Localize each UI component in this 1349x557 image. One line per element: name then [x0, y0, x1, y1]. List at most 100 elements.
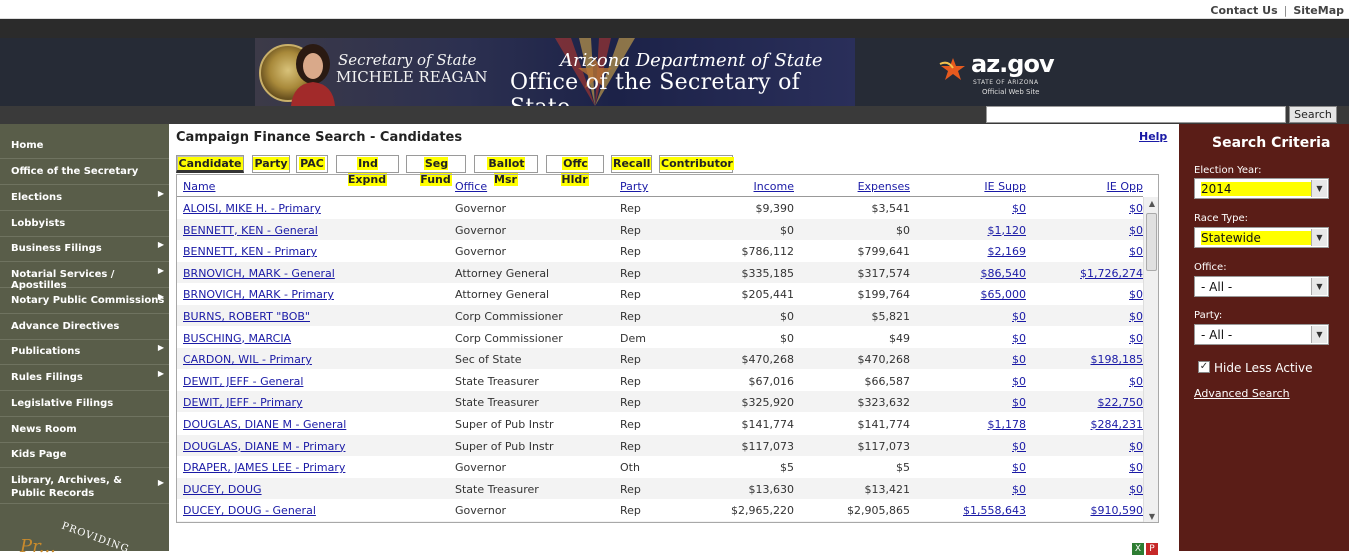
- candidate-name-link[interactable]: DUCEY, DOUG: [183, 482, 262, 496]
- candidate-name-link[interactable]: BURNS, ROBERT "BOB": [183, 310, 310, 323]
- office-select[interactable]: - All - ▼: [1194, 276, 1329, 297]
- nav-item-kids-page[interactable]: Kids Page: [0, 442, 169, 468]
- ie-opp-link[interactable]: $0: [1129, 310, 1143, 323]
- election-year-select[interactable]: 2014 ▼: [1194, 178, 1329, 199]
- race-type-select[interactable]: Statewide ▼: [1194, 227, 1329, 248]
- candidate-name-link[interactable]: ALOISI, MIKE H. - Primary: [183, 202, 321, 215]
- ie-supp-link[interactable]: $0: [1012, 396, 1026, 410]
- candidate-name-link[interactable]: DUCEY, DOUG - General: [183, 504, 316, 518]
- candidate-name-link[interactable]: DOUGLAS, DIANE M - General: [183, 418, 347, 431]
- ie-opp-link[interactable]: $22,750: [1097, 396, 1144, 410]
- nav-item-legislative-filings[interactable]: Legislative Filings: [0, 391, 169, 417]
- column-header-party[interactable]: Party: [620, 180, 649, 193]
- ie-supp-link[interactable]: $0: [1012, 461, 1026, 475]
- ie-opp-link[interactable]: $0: [1129, 374, 1143, 388]
- ie-supp-link[interactable]: $0: [1012, 202, 1026, 215]
- candidate-name-link[interactable]: BRNOVICH, MARK - General: [183, 266, 335, 280]
- ie-opp-link[interactable]: $0: [1129, 223, 1143, 237]
- tab-pac[interactable]: PAC: [296, 155, 328, 173]
- ie-supp-link[interactable]: $86,540: [980, 266, 1027, 280]
- nav-item-news-room[interactable]: News Room: [0, 417, 169, 443]
- column-header-ie-opp[interactable]: IE Opp: [1106, 180, 1143, 193]
- nav-item-business-filings[interactable]: Business Filings ▶: [0, 236, 169, 262]
- candidate-name-link[interactable]: DOUGLAS, DIANE M - Primary: [183, 439, 346, 453]
- scroll-down-icon[interactable]: ▼: [1148, 512, 1156, 521]
- ie-supp-link[interactable]: $0: [1012, 482, 1026, 496]
- advanced-search-link[interactable]: Advanced Search: [1194, 387, 1290, 400]
- ie-supp-link[interactable]: $0: [1012, 374, 1026, 388]
- ie-supp-link[interactable]: $2,169: [987, 245, 1027, 259]
- column-header-office[interactable]: Office: [455, 180, 488, 193]
- contact-us-link[interactable]: Contact Us: [1210, 4, 1278, 17]
- ie-opp-link[interactable]: $910,590: [1090, 504, 1144, 518]
- nav-item-rules-filings[interactable]: Rules Filings ▶: [0, 365, 169, 391]
- tab-contributor[interactable]: Contributor: [659, 155, 734, 173]
- scrollbar-thumb[interactable]: [1146, 213, 1157, 271]
- candidate-name-link[interactable]: BENNETT, KEN - General: [183, 223, 318, 237]
- table-scrollbar[interactable]: ▲ ▼: [1143, 197, 1158, 522]
- tab-ballot-msr[interactable]: Ballot Msr: [474, 155, 538, 186]
- ie-supp-link[interactable]: $1,558,643: [963, 504, 1026, 518]
- azgov-logo[interactable]: az.gov STATE OF ARIZONA Official Web Sit…: [938, 50, 1068, 100]
- tab-recall[interactable]: Recall: [611, 155, 652, 173]
- ie-supp-link[interactable]: $1,120: [987, 223, 1027, 237]
- tab-party[interactable]: Party: [252, 155, 290, 173]
- ie-supp-link[interactable]: $1,178: [987, 418, 1027, 431]
- help-link[interactable]: Help: [1139, 130, 1168, 143]
- candidate-name-link[interactable]: DEWIT, JEFF - General: [183, 374, 304, 388]
- nav-item-office-of-secretary[interactable]: Office of the Secretary: [0, 159, 169, 185]
- ie-supp-link[interactable]: $0: [1012, 310, 1026, 323]
- excel-export-icon[interactable]: X: [1132, 543, 1144, 555]
- candidate-name-link[interactable]: DEWIT, JEFF - Primary: [183, 396, 303, 410]
- ie-supp-link[interactable]: $0: [1012, 353, 1026, 367]
- ie-supp-link[interactable]: $65,000: [980, 288, 1027, 302]
- nav-item-library-archives[interactable]: Library, Archives, & Public Records ▶: [0, 468, 169, 504]
- ie-supp-link[interactable]: $0: [1012, 331, 1026, 345]
- tab-candidate[interactable]: Candidate: [176, 155, 244, 173]
- ie-opp-link[interactable]: $0: [1129, 482, 1143, 496]
- expenses-cell: $199,764: [857, 288, 911, 302]
- ie-opp-link[interactable]: $1,726,274: [1080, 266, 1143, 280]
- chevron-right-icon: ▶: [157, 240, 164, 249]
- nav-item-elections[interactable]: Elections ▶: [0, 185, 169, 211]
- column-header-income[interactable]: Income: [753, 180, 794, 193]
- ie-opp-link[interactable]: $0: [1129, 245, 1143, 259]
- nav-item-notarial-services[interactable]: Notarial Services / Apostilles ▶: [0, 262, 169, 291]
- ie-opp-link[interactable]: $0: [1129, 439, 1143, 453]
- office-name: Office of the Secretary of State: [510, 70, 801, 106]
- ie-opp-link[interactable]: $0: [1129, 202, 1143, 215]
- hide-less-active-checkbox[interactable]: ✓: [1198, 361, 1210, 373]
- sitemap-link[interactable]: SiteMap: [1293, 4, 1344, 17]
- column-header-ie-supp[interactable]: IE Supp: [984, 180, 1026, 193]
- column-header-name[interactable]: Name: [183, 180, 216, 193]
- party-select[interactable]: - All - ▼: [1194, 324, 1329, 345]
- candidate-name-link[interactable]: BENNETT, KEN - Primary: [183, 245, 318, 259]
- income-cell: $0: [780, 223, 794, 237]
- nav-item-lobbyists[interactable]: Lobbyists: [0, 211, 169, 237]
- ie-opp-link[interactable]: $198,185: [1090, 353, 1144, 367]
- pdf-export-icon[interactable]: P: [1146, 543, 1158, 555]
- ie-opp-link[interactable]: $0: [1129, 461, 1143, 475]
- column-header-expenses[interactable]: Expenses: [857, 180, 910, 193]
- candidate-name-link[interactable]: BRNOVICH, MARK - Primary: [183, 288, 334, 302]
- nav-item-notary-commissions[interactable]: Notary Public Commissions ▶: [0, 288, 169, 314]
- tab-offc-hldr[interactable]: Offc Hldr: [546, 155, 604, 186]
- site-search-button[interactable]: Search: [1289, 106, 1337, 123]
- scroll-up-icon[interactable]: ▲: [1148, 199, 1156, 208]
- ie-opp-link[interactable]: $0: [1129, 288, 1143, 302]
- income-cell: $325,920: [741, 396, 795, 410]
- ie-opp-link[interactable]: $284,231: [1090, 418, 1144, 431]
- tab-ind-expnd[interactable]: Ind Expnd: [336, 155, 399, 186]
- tab-seg-fund[interactable]: Seg Fund: [406, 155, 466, 186]
- site-search-input[interactable]: [986, 106, 1286, 123]
- nav-item-advance-directives[interactable]: Advance Directives: [0, 314, 169, 340]
- nav-item-home[interactable]: Home: [0, 133, 169, 159]
- candidate-name-link[interactable]: CARDON, WIL - Primary: [183, 353, 312, 367]
- ie-supp-link[interactable]: $0: [1012, 439, 1026, 453]
- ie-opp-link[interactable]: $0: [1129, 331, 1143, 345]
- candidate-name-link[interactable]: DRAPER, JAMES LEE - Primary: [183, 461, 346, 475]
- banner-artwork[interactable]: Secretary of State MICHELE REAGAN Arizon…: [255, 38, 855, 106]
- nav-item-publications[interactable]: Publications ▶: [0, 339, 169, 365]
- candidate-name-link[interactable]: BUSCHING, MARCIA: [183, 331, 292, 345]
- left-navigation: Home Office of the Secretary Elections ▶ …: [0, 124, 169, 557]
